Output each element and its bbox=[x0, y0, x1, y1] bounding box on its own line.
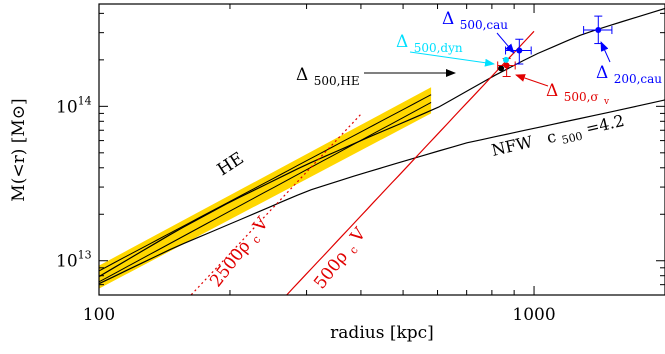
d500sig-main: Δ bbox=[546, 81, 558, 101]
d200cau-main: Δ bbox=[596, 63, 608, 83]
rho2500-main: 2500ρ bbox=[206, 237, 255, 291]
data-point-3 bbox=[505, 38, 532, 65]
d500dyn-sub: 500,dyn bbox=[414, 41, 463, 55]
d500he-label: Δ 500,HE bbox=[296, 65, 360, 88]
points-layer bbox=[497, 15, 613, 78]
d500cau-label: Δ 500,cau bbox=[442, 9, 508, 32]
nfw-label: NFW c 500 =4.2 bbox=[490, 111, 627, 164]
rho2500-sub: c bbox=[249, 233, 263, 246]
he-band-label: HE bbox=[214, 149, 248, 181]
data-point-2 bbox=[502, 56, 509, 63]
data-point-1 bbox=[497, 58, 516, 78]
point-marker-4 bbox=[595, 27, 602, 34]
c500-main: c bbox=[545, 127, 558, 148]
series-layer bbox=[99, 7, 665, 295]
series-line-0 bbox=[99, 99, 665, 285]
he-band-lower-line bbox=[99, 101, 432, 283]
x-axis-label: radius [kpc] bbox=[330, 323, 434, 343]
d200cau-arrow bbox=[600, 41, 611, 63]
d500sig-label: Δ 500,σ v bbox=[546, 81, 610, 107]
point-marker-0 bbox=[498, 65, 505, 72]
he-band bbox=[99, 87, 432, 289]
d500cau-sub: 500,cau bbox=[460, 18, 509, 32]
d500dyn-arrow bbox=[409, 51, 495, 67]
y-axis-label: M(<r) [M⊙] bbox=[9, 98, 29, 201]
y-tick-exp-0: 13 bbox=[78, 249, 92, 262]
d500cau-main: Δ bbox=[442, 9, 454, 29]
he-band-upper-line bbox=[99, 94, 432, 272]
d200cau-label: Δ 200,cau bbox=[596, 63, 662, 86]
d500sig-sub: 500,σ bbox=[564, 90, 599, 104]
rho500-main: 500ρ bbox=[310, 247, 352, 293]
data-point-0 bbox=[498, 65, 505, 72]
d500dyn-label: Δ 500,dyn bbox=[396, 32, 463, 55]
point-marker-1 bbox=[503, 62, 510, 69]
y-tick-label-1: 1014 bbox=[56, 94, 92, 117]
d500sig-subsub: v bbox=[603, 97, 610, 107]
d500sig-arrow bbox=[515, 74, 549, 87]
d500cau-arrow bbox=[496, 32, 515, 54]
x-tick-label-1: 1000 bbox=[512, 305, 555, 325]
y-tick-exp-1: 14 bbox=[78, 94, 92, 107]
rho500-sub: c bbox=[347, 244, 361, 257]
series-line-3 bbox=[286, 30, 535, 295]
c500-value: =4.2 bbox=[584, 111, 626, 138]
point-marker-3 bbox=[516, 47, 523, 54]
plot-frame bbox=[98, 3, 665, 296]
d500dyn-main: Δ bbox=[396, 32, 408, 52]
point-marker-2 bbox=[502, 56, 509, 63]
y-tick-base-1: 10 bbox=[56, 97, 78, 117]
y-tick-label-0: 1013 bbox=[56, 249, 92, 272]
series-line-1 bbox=[99, 7, 665, 278]
y-tick-base-0: 10 bbox=[56, 252, 78, 272]
c500-sub: 500 bbox=[561, 130, 584, 147]
he-band-layer bbox=[99, 87, 432, 289]
d200cau-sub: 200,cau bbox=[614, 72, 663, 86]
series-line-2 bbox=[190, 113, 362, 295]
d500he-main: Δ bbox=[296, 65, 308, 85]
rho2500-v: V bbox=[249, 213, 273, 236]
x-tick-label-0: 100 bbox=[83, 305, 115, 325]
d500he-sub: 500,HE bbox=[314, 74, 360, 88]
data-point-4 bbox=[583, 15, 613, 45]
